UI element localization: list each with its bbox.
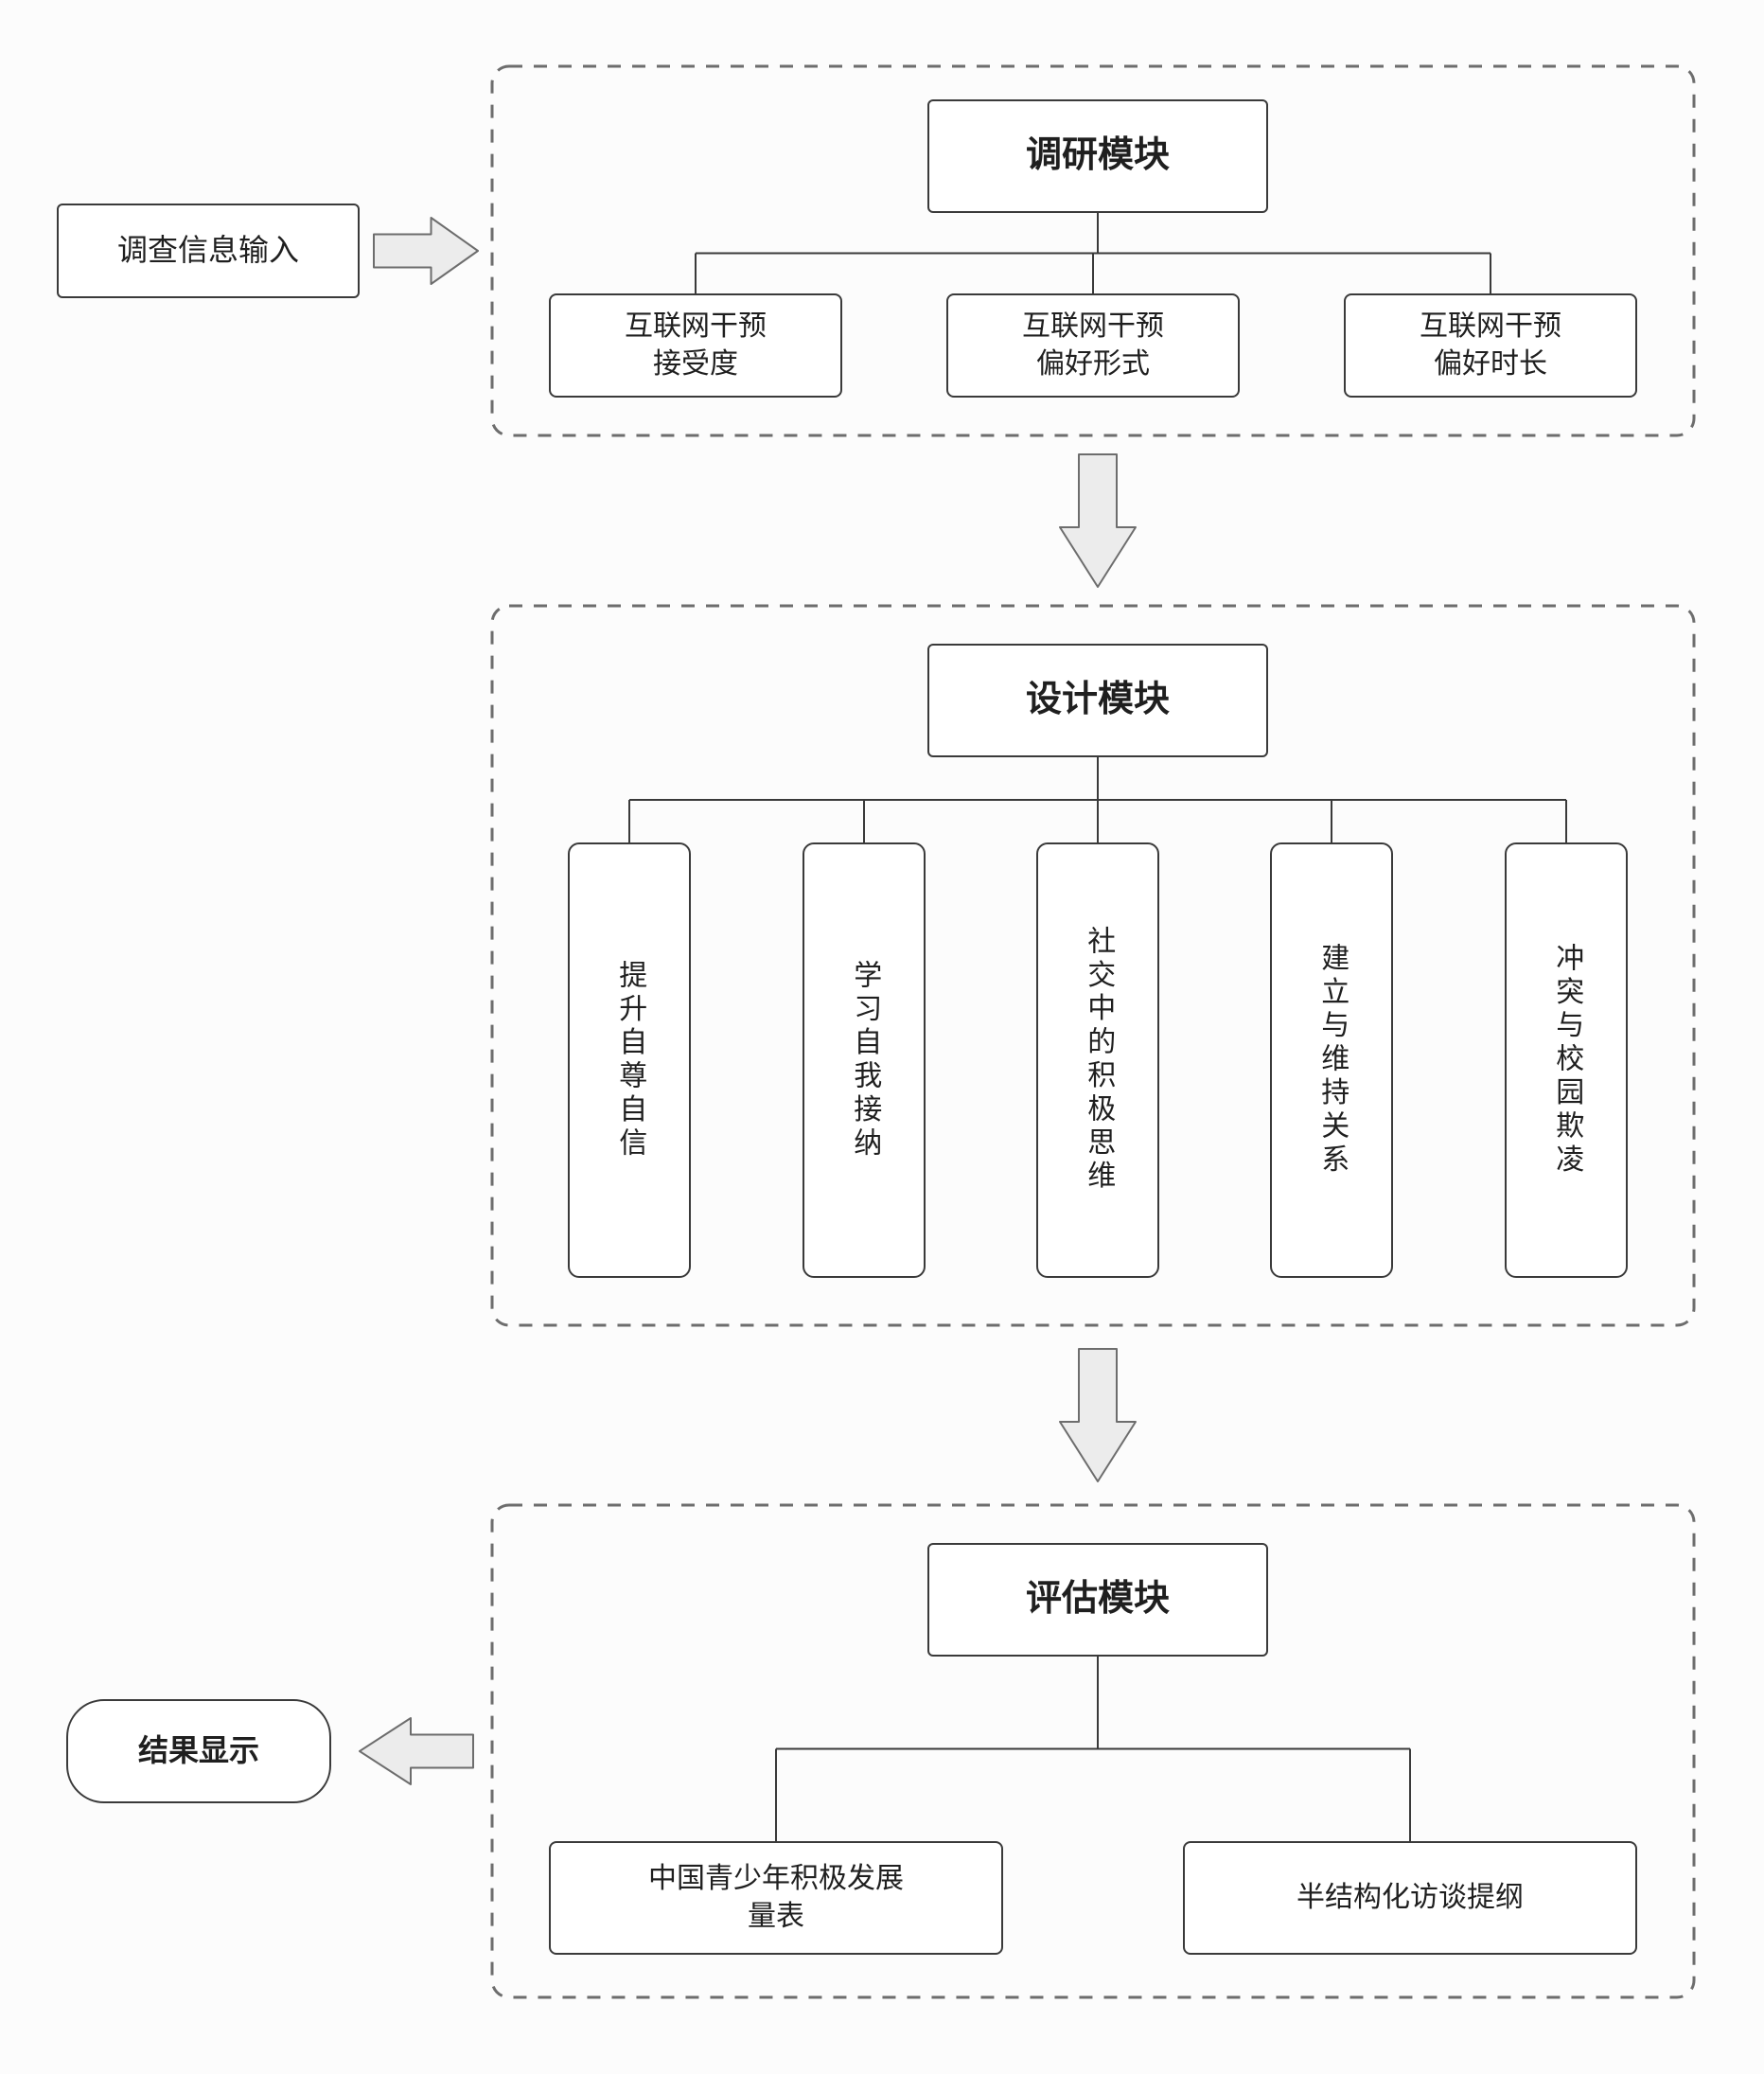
module1-title-label: 调研模块 (1026, 132, 1170, 180)
module2-child-5: 冲突与校园欺凌 (1505, 842, 1628, 1278)
module2-child-4: 建立与维持关系 (1270, 842, 1393, 1278)
module2-title: 设计模块 (927, 644, 1268, 757)
module3-child-label: 半结构化访谈提纲 (1297, 1879, 1524, 1918)
input-box: 调查信息输入 (57, 204, 360, 298)
module2-child-label: 提升自尊自信 (610, 960, 649, 1161)
module1-child-acceptance: 互联网干预 接受度 (549, 293, 842, 398)
flowchart-canvas: 调查信息输入 结果显示 调研模块 互联网干预 接受度 互联网干预 偏好形式 互联… (0, 0, 1764, 2074)
module2-child-1: 提升自尊自信 (568, 842, 691, 1278)
module2-title-label: 设计模块 (1026, 676, 1170, 724)
result-box: 结果显示 (66, 1699, 331, 1803)
module3-child-2: 半结构化访谈提纲 (1183, 1841, 1637, 1955)
module3-child-1: 中国青少年积极发展 量表 (549, 1841, 1003, 1955)
module2-child-2: 学习自我接纳 (803, 842, 926, 1278)
module2-child-label: 建立与维持关系 (1313, 943, 1351, 1178)
module1-child-label: 互联网干预 偏好形式 (1022, 308, 1164, 384)
module1-title: 调研模块 (927, 99, 1268, 213)
module2-child-label: 冲突与校园欺凌 (1547, 943, 1586, 1178)
input-box-label: 调查信息输入 (117, 230, 299, 271)
module2-child-label: 学习自我接纳 (845, 960, 884, 1161)
module1-child-label: 互联网干预 偏好时长 (1420, 308, 1561, 384)
result-box-label: 结果显示 (138, 1730, 259, 1771)
module3-title-label: 评估模块 (1026, 1575, 1170, 1623)
module1-child-preference-form: 互联网干预 偏好形式 (946, 293, 1240, 398)
module3-title: 评估模块 (927, 1543, 1268, 1657)
module2-child-label: 社交中的积极思维 (1079, 926, 1118, 1194)
module1-child-label: 互联网干预 接受度 (625, 308, 767, 384)
module2-child-3: 社交中的积极思维 (1036, 842, 1159, 1278)
module1-child-preference-duration: 互联网干预 偏好时长 (1344, 293, 1637, 398)
module3-child-label: 中国青少年积极发展 量表 (648, 1860, 904, 1937)
